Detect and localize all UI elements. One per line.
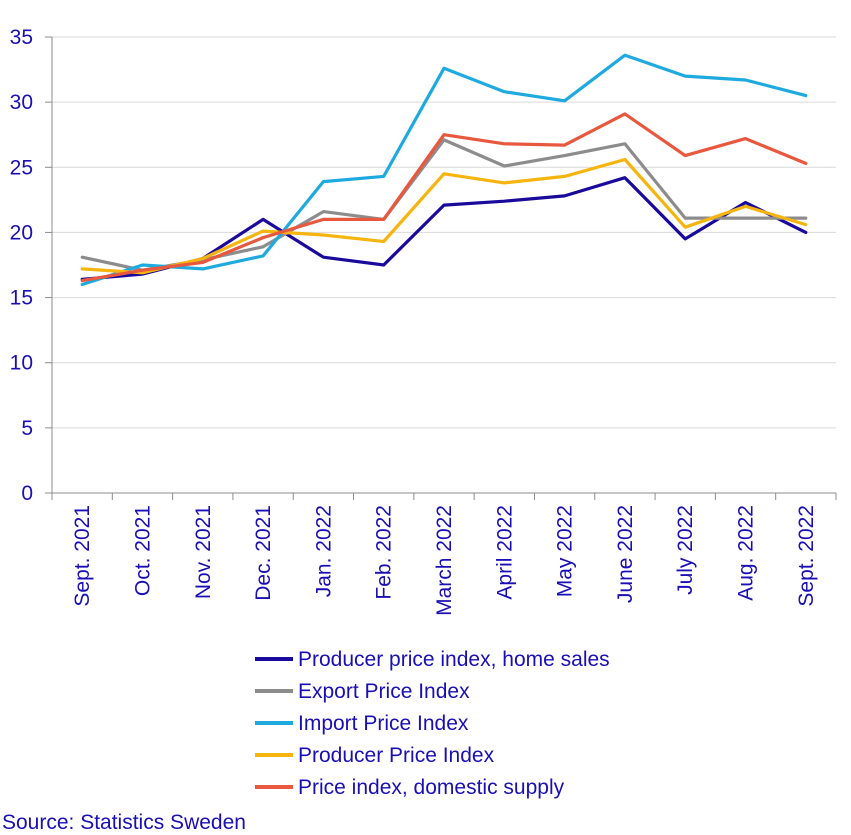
legend-label: Export Price Index xyxy=(298,680,470,703)
y-tick-label: 5 xyxy=(21,417,33,440)
series-line xyxy=(80,157,808,275)
x-tick-label: June 2022 xyxy=(614,505,637,603)
series-line xyxy=(80,112,808,283)
gridlines xyxy=(52,36,836,429)
legend-label: Price index, domestic supply xyxy=(298,776,565,799)
x-tick-label: Sept. 2021 xyxy=(71,505,94,607)
x-tick-label: Feb. 2022 xyxy=(373,505,396,600)
y-tick-label: 35 xyxy=(10,26,33,49)
x-tick-labels: Sept. 2021 Oct. 2021 Nov. 2021 Dec. 2021 Jan… xyxy=(71,505,818,616)
x-tick-label: March 2022 xyxy=(433,505,456,616)
legend-label: Producer Price Index xyxy=(298,744,495,767)
x-tick-label: Aug. 2022 xyxy=(735,505,758,601)
series-lines xyxy=(80,53,808,287)
y-tick-label: 20 xyxy=(10,221,33,244)
x-tick-label: Nov. 2021 xyxy=(192,505,215,599)
y-tick-label: 25 xyxy=(10,156,33,179)
y-tick-label: 10 xyxy=(10,352,33,375)
x-tick-label: Dec. 2021 xyxy=(252,505,275,601)
axes xyxy=(45,36,837,500)
x-tick-label: April 2022 xyxy=(493,505,516,600)
y-tick-label: 0 xyxy=(21,482,33,505)
y-tick-label: 15 xyxy=(10,287,33,310)
y-tick-labels: 0 5 10 15 20 25 30 35 xyxy=(10,26,33,505)
legend: Producer price index, home sales Export P… xyxy=(255,648,610,799)
x-tick-label: Jan. 2022 xyxy=(312,505,335,597)
legend-label: Producer price index, home sales xyxy=(298,648,610,671)
y-tick-label: 30 xyxy=(10,91,33,114)
x-tick-label: Sept. 2022 xyxy=(795,505,818,607)
source-note: Source: Statistics Sweden xyxy=(2,811,246,834)
series-line xyxy=(80,53,808,287)
x-tick-label: May 2022 xyxy=(554,505,577,597)
x-tick-label: July 2022 xyxy=(674,505,697,595)
x-tick-label: Oct. 2021 xyxy=(131,505,154,596)
legend-label: Import Price Index xyxy=(298,712,469,735)
